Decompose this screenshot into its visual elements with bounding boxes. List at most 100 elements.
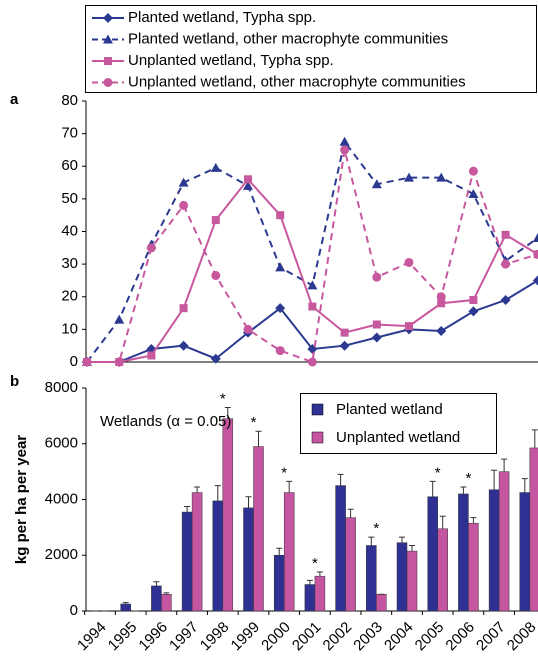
series-line: [86, 139, 538, 363]
y-axis-label: kg per ha per year: [13, 435, 30, 564]
marker: [340, 145, 350, 155]
error-bar: [306, 579, 313, 585]
marker: [468, 166, 478, 176]
error-bar: [501, 458, 508, 472]
x-tick-label: 2006: [442, 619, 478, 655]
x-tick-label: 2008: [504, 619, 538, 655]
y-tick-label: 2000: [45, 546, 78, 563]
error-bar: [399, 536, 405, 543]
plot-lines: [82, 136, 538, 367]
bar: [273, 555, 285, 612]
bar: [151, 585, 162, 612]
error-bar: [153, 581, 160, 586]
marker: [103, 34, 113, 44]
y-tick-label: 70: [61, 125, 78, 142]
marker: [340, 328, 349, 337]
x-tick-label: 1999: [228, 619, 264, 655]
marker: [179, 304, 188, 313]
error-bar: [491, 469, 498, 490]
y-tick-label: 4000: [45, 490, 78, 507]
marker: [436, 292, 446, 302]
significance-mark: *: [251, 414, 257, 431]
marker: [404, 257, 414, 267]
bar: [304, 584, 316, 612]
bar: [376, 594, 387, 612]
marker: [275, 303, 286, 314]
bar: [191, 492, 203, 612]
legend-box: [85, 5, 537, 93]
error-bar: [286, 480, 293, 493]
x-tick-label: 1998: [197, 619, 233, 655]
bar: [283, 492, 295, 612]
marker: [501, 259, 511, 269]
marker: [211, 271, 221, 281]
legend-box: [300, 393, 497, 454]
y-tick-label: 30: [61, 255, 78, 272]
bar: [396, 542, 408, 612]
marker: [114, 357, 124, 367]
x-tick-label: 2003: [350, 619, 386, 655]
marker: [211, 216, 220, 225]
legend-label: Planted wetland: [336, 401, 443, 418]
legend-label: Planted wetland, Typha spp.: [128, 9, 316, 26]
x-tick-label: 2002: [320, 619, 356, 655]
significance-mark: *: [435, 464, 441, 481]
y-tick-label: 0: [70, 353, 78, 370]
y-tick-label: 40: [61, 222, 78, 239]
y-tick-label: 50: [61, 190, 78, 207]
y-tick-label: 60: [61, 157, 78, 174]
bar: [120, 603, 131, 612]
bar: [427, 496, 438, 612]
marker: [307, 357, 317, 367]
bar: [529, 447, 538, 612]
marker: [468, 188, 479, 198]
y-tick-label: 6000: [45, 435, 78, 452]
marker: [339, 136, 350, 146]
x-tick-label: 1995: [105, 619, 141, 655]
significance-mark: *: [281, 464, 287, 481]
marker: [103, 13, 113, 23]
series-line: [87, 149, 538, 364]
x-tick-label: 1997: [166, 619, 202, 655]
y-tick-label: 0: [70, 602, 78, 619]
bar: [314, 575, 326, 612]
bar: [468, 522, 479, 612]
marker: [210, 353, 221, 364]
marker: [82, 357, 92, 367]
legend-label: Unplanted wetland, Typha spp.: [128, 52, 334, 69]
legend-swatch: [311, 431, 324, 444]
error-bar: [245, 496, 252, 508]
x-tick-label: 2004: [381, 619, 417, 655]
bar: [335, 485, 346, 612]
significance-mark: *: [465, 470, 471, 487]
legend-marker: [103, 78, 113, 87]
y-tick-label: 10: [61, 320, 78, 337]
error-bar: [276, 547, 283, 556]
bar: [458, 493, 469, 612]
bar: [406, 550, 418, 612]
error-bar: [194, 486, 201, 493]
bar: [212, 500, 224, 612]
legend-marker: [103, 13, 113, 23]
legend-marker: [103, 34, 113, 44]
bar: [161, 594, 172, 612]
marker: [339, 340, 350, 351]
y-tick-label: 20: [61, 288, 78, 305]
bar: [222, 418, 234, 612]
error-bar: [368, 536, 375, 546]
error-bar: [214, 485, 221, 501]
bar: [498, 471, 510, 612]
marker: [371, 332, 382, 343]
legend-marker: [104, 57, 112, 65]
legend-swatch: [311, 403, 324, 416]
error-bar: [521, 478, 528, 493]
marker: [179, 200, 189, 210]
marker: [372, 272, 382, 282]
marker: [275, 262, 286, 272]
marker: [372, 320, 381, 329]
error-bar: [347, 508, 354, 518]
marker: [307, 280, 318, 290]
marker: [243, 180, 253, 190]
marker: [532, 233, 538, 243]
